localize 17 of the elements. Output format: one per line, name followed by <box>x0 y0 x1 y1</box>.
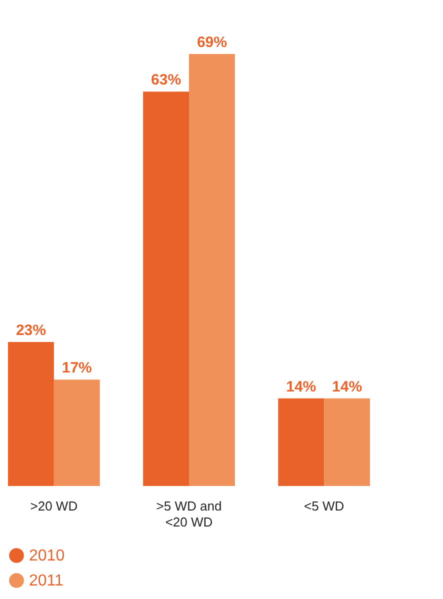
x-tick-label: >5 WD and <20 WD <box>156 498 222 530</box>
data-label: 69% <box>196 34 227 51</box>
bar <box>324 398 370 486</box>
x-tick-label: <5 WD <box>304 498 344 514</box>
data-label: 14% <box>332 378 362 396</box>
bar <box>8 342 54 486</box>
legend-label: 2011 <box>29 572 64 590</box>
bar <box>278 398 324 486</box>
bar <box>54 380 100 486</box>
bar <box>189 54 235 486</box>
legend-label: 2010 <box>29 548 65 564</box>
data-label: 17% <box>62 360 92 377</box>
data-label: 63% <box>151 72 182 89</box>
bar <box>143 92 189 486</box>
data-label: 14% <box>286 378 316 396</box>
data-label: 23% <box>16 322 46 339</box>
x-tick-label: >20 WD <box>30 498 78 514</box>
